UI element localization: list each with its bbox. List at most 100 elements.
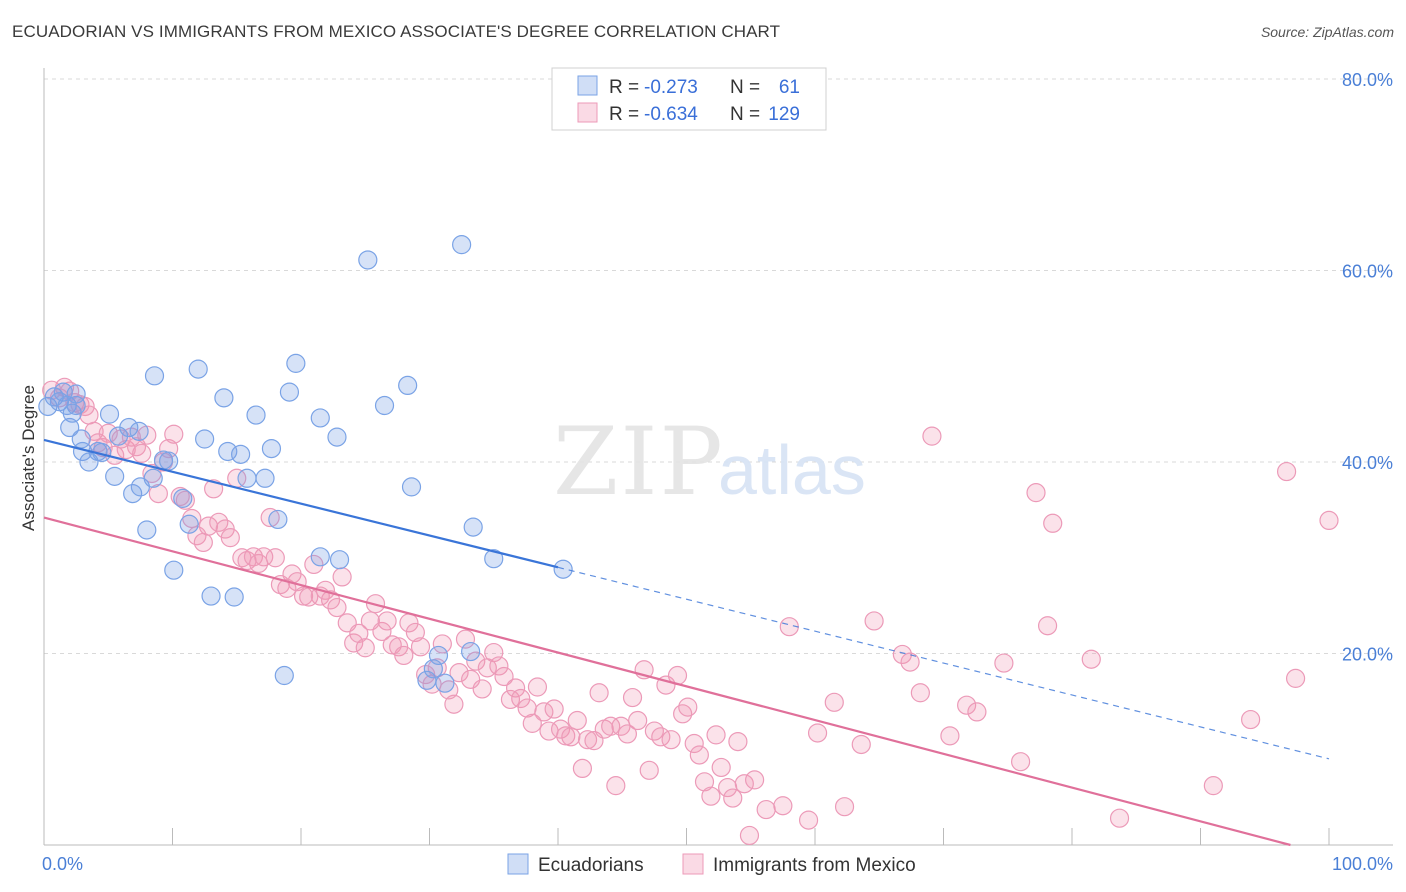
mexico-point-104 [617,724,637,744]
mexico-point-28 [193,532,213,553]
mexico-point-106 [628,710,648,731]
ecuadorians-point-38 [255,468,275,488]
mexico-point-116 [684,733,704,754]
ecuadorians-point-15 [105,466,125,486]
series-legend: Ecuadorians Immigrants from Mexico [507,853,916,876]
y-tick-labels: 20.0% 40.0% 60.0% 80.0% [1342,70,1393,665]
legend-n-value-1: 61 [779,77,800,98]
mexico-point-153 [1276,461,1297,482]
ecuadorians-point-29 [188,359,208,379]
mexico-point-50 [315,580,336,600]
ecuadorians-point-55 [435,673,455,693]
ecuadorians-point-0 [38,396,58,417]
ecuadorians-point-41 [274,665,294,686]
mexico-point-51 [320,590,341,610]
mexico-point-108 [639,760,659,780]
ecuadorians-point-30 [195,429,215,449]
ecuadorians-point-34 [224,587,244,607]
mexico-point-23 [164,424,184,444]
mexico-point-74 [449,663,469,683]
mexico-point-81 [489,656,509,676]
mexico-point-67 [410,637,431,657]
ecuadorians-point-20 [129,421,149,441]
mexico-point-56 [349,623,369,643]
mexico-point-105 [622,687,643,708]
mexico-point-84 [505,678,526,698]
mexico-point-145 [1010,752,1031,772]
ecuadorians-point-59 [484,549,504,569]
ecuadorians-point-25 [159,451,179,471]
legend-r-value-1: -0.273 [644,77,698,98]
mexico-point-60 [372,621,392,642]
mexico-point-140 [922,426,942,446]
mexico-point-78 [472,679,492,699]
x-tick-label-max: 100.0% [1332,854,1393,874]
mexico-point-88 [527,677,548,697]
mexico-point-135 [851,734,871,755]
correlation-legend: R = -0.273 N = 61 R = -0.634 N = 129 [551,67,827,131]
mexico-point-149 [1081,649,1101,669]
y-tick-label-60: 60.0% [1342,262,1393,282]
mexico-point-129 [773,796,793,816]
watermark-atlas: atlas [718,431,866,509]
legend-n-value-2: 129 [768,104,800,125]
ecuadorians-point-31 [201,586,221,606]
legend-swatch-blue [577,75,598,96]
mexico-point-94 [561,727,581,747]
mexico-point-119 [701,786,721,806]
mexico-point-99 [589,683,609,703]
ecuadorians-point-45 [310,408,330,428]
mexico-point-137 [892,644,912,665]
mexico-point-83 [500,689,521,710]
mexico-point-66 [405,622,425,643]
ecuadorians-point-42 [279,382,300,402]
trend-line-ecuadorians [43,438,559,569]
ecuadorians-point-49 [374,395,395,416]
mexico-point-55 [344,633,364,653]
mexico-point-123 [723,788,743,808]
mexico-point-118 [694,772,715,792]
ecuadorians-point-40 [268,509,288,530]
ecuadorians-point-32 [214,388,234,408]
ecuadorians-point-5 [60,417,80,438]
mexico-point-138 [900,652,920,672]
ecuadorians-point-46 [327,427,347,447]
chart-title: ECUADORIAN VS IMMIGRANTS FROM MEXICO ASS… [12,22,781,41]
legend-label-mexico: Immigrants from Mexico [713,855,916,876]
mexico-point-48 [304,554,324,575]
legend-r-label-1: R = [609,77,639,98]
chart-source: Source: ZipAtlas.com [1260,24,1394,40]
watermark-zip: ZIP [553,408,725,517]
legend-r-label-2: R = [609,104,639,125]
mexico-point-131 [798,810,819,830]
mexico-point-101 [601,716,621,736]
mexico-point-53 [332,567,352,587]
x-axis-ticks [172,828,1330,845]
ecuadorians-point-43 [286,353,306,373]
mexico-point-117 [689,745,709,765]
x-tick-label-min: 0.0% [42,854,83,874]
ecuadorians-point-28 [179,514,199,534]
mexico-point-133 [824,692,844,712]
mexico-point-147 [1037,616,1058,636]
mexico-point-87 [522,713,542,733]
mexico-point-154 [1285,668,1306,688]
ecuadorians-point-36 [237,468,257,488]
y-tick-label-20: 20.0% [1342,645,1393,665]
mexico-point-68 [416,664,436,685]
mexico-point-151 [1203,776,1223,796]
mexico-point-102 [606,776,626,796]
mexico-point-17 [132,443,152,463]
ecuadorians-point-8 [66,384,86,404]
ecuadorians-point-21 [137,520,157,540]
mexico-point-148 [1043,513,1063,533]
mexico-point-103 [611,716,631,736]
trend-line-mexico [43,516,1291,847]
ecuadorians-point-44 [310,547,330,567]
mexico-point-82 [494,666,514,687]
ecuadorians-point-47 [329,550,350,570]
ecuadorians-point-27 [173,488,193,508]
mexico-point-132 [807,723,828,743]
mexico-point-126 [739,825,760,846]
